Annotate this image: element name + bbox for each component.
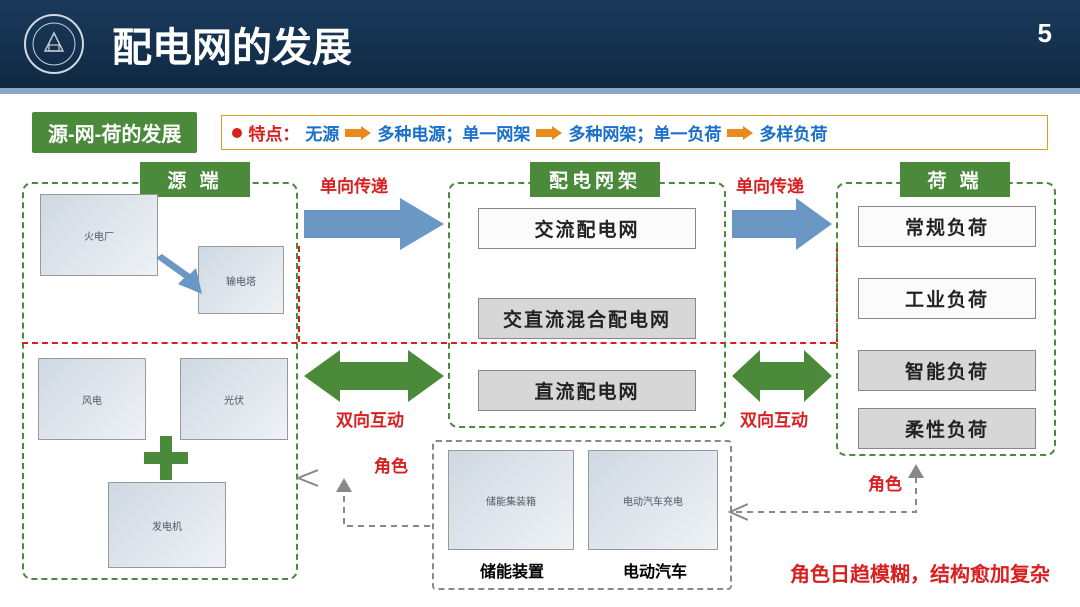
diagram-canvas: 源 端 配电网架 荷 端 火电厂 输电塔 风电 光伏 发电机 交流配电网 交直流… — [0, 150, 1080, 607]
university-logo-icon — [24, 14, 84, 74]
image-ev: 电动汽车充电 — [588, 450, 718, 550]
page-number: 5 — [1038, 18, 1052, 49]
red-divider-vertical-left — [298, 246, 300, 342]
feature-3: 多种网架；单一负荷 — [568, 120, 721, 145]
label-uni-2: 单向传递 — [736, 172, 804, 197]
load-item-3: 智能负荷 — [858, 350, 1036, 391]
arrow-green-bi-2-icon — [732, 350, 832, 402]
bullet-icon — [232, 128, 242, 138]
grid-item-acdc: 交直流混合配电网 — [478, 298, 696, 339]
image-solar-panels: 光伏 — [180, 358, 288, 440]
arrow-right-icon — [536, 126, 562, 140]
caption-ev: 电动汽车 — [600, 558, 710, 582]
image-transmission-tower: 输电塔 — [198, 246, 284, 314]
arrow-blue-right-1-icon — [304, 198, 444, 250]
slide-header: 配电网的发展 5 — [0, 0, 1080, 88]
feature-1: 无源 — [305, 120, 339, 145]
label-uni-1: 单向传递 — [320, 172, 388, 197]
features-box: 特点： 无源 多种电源；单一网架 多种网架；单一负荷 多样负荷 — [221, 115, 1048, 150]
arrow-blue-right-2-icon — [732, 198, 832, 250]
arrow-right-icon — [345, 126, 371, 140]
page-title: 配电网的发展 — [112, 15, 352, 73]
load-item-4: 柔性负荷 — [858, 408, 1036, 449]
plus-icon — [144, 436, 188, 480]
dashed-arrow-right-icon — [736, 462, 956, 522]
label-bi-2: 双向互动 — [740, 406, 808, 431]
dashed-arrow-head-left-icon — [294, 468, 318, 488]
dashed-arrow-left-icon — [304, 478, 430, 534]
image-power-plant: 火电厂 — [40, 194, 158, 276]
load-item-1: 常规负荷 — [858, 206, 1036, 247]
label-role-left: 角色 — [374, 452, 408, 477]
arrow-green-bi-1-icon — [304, 350, 444, 402]
caption-storage: 储能装置 — [462, 558, 562, 582]
accent-divider — [0, 88, 1080, 94]
arrow-right-icon — [727, 126, 753, 140]
label-role-right: 角色 — [868, 470, 902, 495]
dashed-arrow-head-right-icon — [728, 502, 748, 522]
image-wind-turbines: 风电 — [38, 358, 146, 440]
load-item-2: 工业负荷 — [858, 278, 1036, 319]
subtitle-pill: 源-网-荷的发展 — [32, 112, 197, 153]
grid-item-dc: 直流配电网 — [478, 370, 696, 411]
arrow-down-right-icon — [150, 254, 202, 294]
subtitle-row: 源-网-荷的发展 特点： 无源 多种电源；单一网架 多种网架；单一负荷 多样负荷 — [32, 112, 1048, 153]
grid-item-ac: 交流配电网 — [478, 208, 696, 249]
feature-lead: 特点： — [248, 120, 299, 145]
label-bi-1: 双向互动 — [336, 406, 404, 431]
image-generator: 发电机 — [108, 482, 226, 568]
footnote-text: 角色日趋模糊，结构愈加复杂 — [790, 558, 1050, 587]
feature-2: 多种电源；单一网架 — [377, 120, 530, 145]
feature-4: 多样负荷 — [759, 120, 827, 145]
image-storage: 储能集装箱 — [448, 450, 574, 550]
